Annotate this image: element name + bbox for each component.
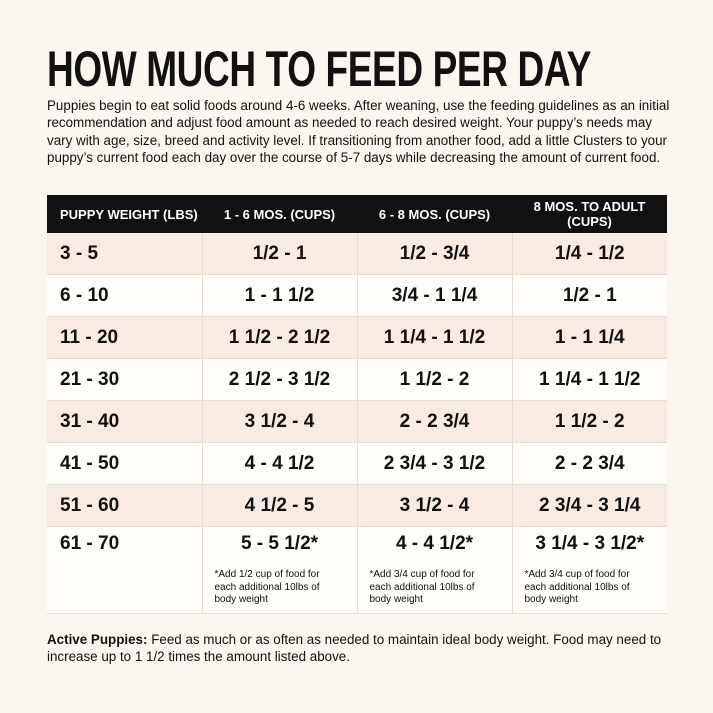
- amount-cell: 4 - 4 1/2* *Add 3/4 cup of food for each …: [356, 526, 512, 614]
- cell-text: 3 - 5: [60, 242, 99, 264]
- cell-text: 61 - 70: [60, 533, 120, 554]
- table-row: 51 - 60 4 1/2 - 5 3 1/2 - 4 2 3/4 - 3 1/4: [47, 484, 667, 527]
- cell-text: 41 - 50: [60, 452, 120, 474]
- weight-cell: 11 - 20: [47, 316, 202, 359]
- footer-label: Active Puppies:: [47, 632, 148, 647]
- amount-cell: 5 - 5 1/2* *Add 1/2 cup of food for each …: [201, 526, 357, 614]
- cell-text: 1 1/2 - 2: [399, 368, 470, 390]
- footnote: *Add 3/4 cup of food for each additional…: [524, 569, 630, 605]
- cell-text: 3/4 - 1 1/4: [391, 284, 478, 306]
- cell-text: 51 - 60: [60, 494, 120, 516]
- cell-text: 1/4 - 1/2: [554, 242, 625, 264]
- amount-cell: 1 1/2 - 2 1/2: [201, 316, 357, 359]
- title: HOW MUCH TO FEED PER DAY: [47, 41, 592, 97]
- table-row: 11 - 20 1 1/2 - 2 1/2 1 1/4 - 1 1/2 1 - 1 1…: [47, 316, 667, 359]
- amount-cell: 1/2 - 1: [511, 274, 667, 317]
- weight-cell: 41 - 50: [47, 442, 202, 485]
- amount-cell: 4 1/2 - 5: [201, 484, 357, 527]
- amount-cell: 2 3/4 - 3 1/2: [356, 442, 512, 485]
- footnote: *Add 1/2 cup of food for each additional…: [214, 569, 320, 605]
- cell-text: 2 - 2 3/4: [399, 410, 470, 432]
- feeding-table: PUPPY WEIGHT (LBS) 1 - 6 MOS. (CUPS) 6 - 8…: [47, 195, 667, 614]
- cell-text: 31 - 40: [60, 410, 120, 432]
- cell-text: 2 1/2 - 3 1/2: [228, 368, 331, 390]
- cell-text: 4 - 4 1/2: [244, 452, 315, 474]
- cell-text: 1 1/2 - 2 1/2: [228, 326, 331, 348]
- amount-cell: 1 1/4 - 1 1/2: [356, 316, 512, 359]
- amount-cell: 2 - 2 3/4: [356, 400, 512, 443]
- table-row: 41 - 50 4 - 4 1/2 2 3/4 - 3 1/2 2 - 2 3/4: [47, 442, 667, 485]
- cell-text: 2 3/4 - 3 1/4: [539, 494, 641, 516]
- intro: Puppies begin to eat solid foods around …: [47, 98, 670, 165]
- weight-cell: 61 - 70: [47, 526, 202, 614]
- cell-text: 6 - 10: [60, 284, 109, 306]
- amount-cell: 1 1/4 - 1 1/2: [511, 358, 667, 401]
- amount-cell: 1 - 1 1/2: [201, 274, 357, 317]
- amount-cell: 1/2 - 1: [201, 233, 357, 275]
- cell-text: 2 3/4 - 3 1/2: [383, 452, 486, 474]
- column-header: PUPPY WEIGHT (LBS): [47, 195, 202, 233]
- cell-text: 11 - 20: [60, 326, 119, 348]
- cell-text: 1 - 1 1/2: [244, 284, 315, 306]
- weight-cell: 21 - 30: [47, 358, 202, 401]
- cell-text: 1 1/4 - 1 1/2: [539, 368, 641, 390]
- weight-cell: 3 - 5: [47, 233, 202, 275]
- amount-cell: 3 1/2 - 4: [201, 400, 357, 443]
- table-row: 21 - 30 2 1/2 - 3 1/2 1 1/2 - 2 1 1/4 - 1 1…: [47, 358, 667, 401]
- table-row: 31 - 40 3 1/2 - 4 2 - 2 3/4 1 1/2 - 2: [47, 400, 667, 443]
- amount-cell: 4 - 4 1/2: [201, 442, 357, 485]
- table-row: 6 - 10 1 - 1 1/2 3/4 - 1 1/4 1/2 - 1: [47, 274, 667, 317]
- cell-text: 4 - 4 1/2*: [395, 533, 474, 554]
- amount-cell: 1 1/2 - 2: [511, 400, 667, 443]
- cell-text: 3 1/2 - 4: [244, 410, 315, 432]
- column-header: 6 - 8 MOS. (CUPS): [357, 195, 512, 233]
- cell-text: 3 1/2 - 4: [399, 494, 470, 516]
- amount-cell: 2 3/4 - 3 1/4: [511, 484, 667, 527]
- table-row: 61 - 70 5 - 5 1/2* *Add 1/2 cup of food fo…: [47, 526, 667, 614]
- amount-cell: 1/4 - 1/2: [511, 233, 667, 275]
- footer-text: Feed as much or as often as needed to ma…: [47, 632, 662, 665]
- amount-cell: 1/2 - 3/4: [356, 233, 512, 275]
- cell-text: 1 1/2 - 2: [554, 410, 625, 432]
- cell-text: 1/2 - 1: [252, 242, 307, 264]
- amount-cell: 3 1/4 - 3 1/2* *Add 3/4 cup of food for e…: [511, 526, 667, 614]
- cell-text: 1/2 - 1: [562, 284, 617, 306]
- table-row: 3 - 5 1/2 - 1 1/2 - 3/4 1/4 - 1/2: [47, 233, 667, 275]
- weight-cell: 31 - 40: [47, 400, 202, 443]
- cell-text: 3 1/4 - 3 1/2*: [535, 533, 645, 554]
- cell-text: 21 - 30: [60, 368, 120, 390]
- cell-text: 1 - 1 1/4: [554, 326, 625, 348]
- footnote: *Add 3/4 cup of food for each additional…: [369, 569, 475, 605]
- header-row: PUPPY WEIGHT (LBS) 1 - 6 MOS. (CUPS) 6 - 8…: [47, 195, 667, 233]
- cell-text: 2 - 2 3/4: [554, 452, 625, 474]
- column-header: 8 MOS. TO ADULT (CUPS): [512, 195, 667, 233]
- cell-text: 1 1/4 - 1 1/2: [383, 326, 486, 348]
- amount-cell: 3/4 - 1 1/4: [356, 274, 512, 317]
- cell-text: 4 1/2 - 5: [244, 494, 315, 516]
- footer: Active Puppies: Feed as much or as often…: [47, 631, 667, 666]
- amount-cell: 2 1/2 - 3 1/2: [201, 358, 357, 401]
- amount-cell: 2 - 2 3/4: [511, 442, 667, 485]
- amount-cell: 3 1/2 - 4: [356, 484, 512, 527]
- column-header: 1 - 6 MOS. (CUPS): [202, 195, 357, 233]
- amount-cell: 1 - 1 1/4: [511, 316, 667, 359]
- amount-cell: 1 1/2 - 2: [356, 358, 512, 401]
- weight-cell: 51 - 60: [47, 484, 202, 527]
- weight-cell: 6 - 10: [47, 274, 202, 317]
- cell-text: 1/2 - 3/4: [399, 242, 470, 264]
- cell-text: 5 - 5 1/2*: [240, 533, 319, 554]
